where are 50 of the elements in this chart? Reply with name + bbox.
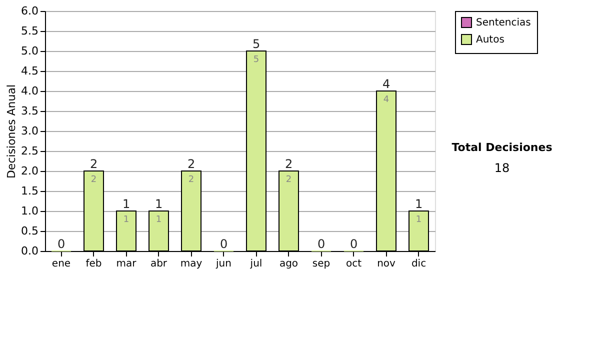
y-tick-label: 5.0: [21, 44, 38, 58]
y-tick-label: 3.5: [21, 104, 38, 118]
total-label: 1: [154, 197, 163, 211]
data-label: 2: [188, 175, 194, 185]
y-tick-label: 1.5: [21, 184, 38, 198]
y-tick-label: 3.0: [21, 124, 38, 138]
y-tick-label: 1.0: [21, 204, 38, 218]
data-label: 5: [253, 55, 260, 65]
total-label: 2: [187, 157, 196, 171]
total-label: 4: [382, 77, 390, 91]
data-label: 2: [286, 175, 292, 185]
legend-label: Sentencias: [476, 18, 531, 28]
x-tick-label: dic: [411, 258, 426, 270]
y-axis-title: Decisiones Anual: [5, 84, 18, 179]
data-label: 1: [156, 215, 162, 225]
x-tick-label: feb: [86, 258, 102, 270]
data-label: 1: [416, 215, 422, 225]
y-tick-label: 0.5: [21, 224, 38, 238]
x-tick-label: ago: [279, 258, 298, 270]
x-tick-label: jul: [249, 258, 262, 270]
x-tick-label: abr: [150, 258, 168, 270]
data-label: 4: [383, 95, 390, 105]
x-tick-label: mar: [116, 258, 138, 270]
total-label: 2: [90, 157, 98, 171]
data-label: 2: [90, 175, 97, 185]
total-label: 5: [252, 37, 260, 51]
total-label: 1: [122, 197, 130, 211]
text: Total Decisiones: [452, 141, 553, 154]
x-tick-label: sep: [312, 258, 330, 270]
total-label: 2: [284, 157, 293, 171]
legend-label: Autos: [476, 34, 504, 46]
text: 18: [494, 161, 510, 175]
total-label: 0: [317, 237, 326, 251]
x-tick-label: jun: [215, 258, 232, 270]
y-tick-label: 5.5: [21, 24, 38, 38]
total-label: 0: [350, 237, 358, 251]
x-tick-label: oct: [346, 258, 362, 270]
y-tick-label: 2.0: [21, 164, 38, 178]
y-tick-label: 6.0: [21, 4, 38, 18]
total-label: 0: [57, 237, 66, 251]
total-label: 1: [414, 197, 423, 211]
x-tick-label: nov: [377, 258, 396, 270]
data-label: 1: [123, 215, 130, 225]
y-tick-label: 4.5: [21, 64, 38, 78]
x-tick-label: ene: [52, 258, 71, 270]
total-label: 0: [220, 237, 228, 251]
y-tick-label: 4.0: [21, 84, 38, 98]
y-tick-label: 2.5: [21, 144, 38, 158]
y-tick-label: 0.0: [21, 244, 38, 258]
x-tick-label: may: [180, 258, 202, 270]
